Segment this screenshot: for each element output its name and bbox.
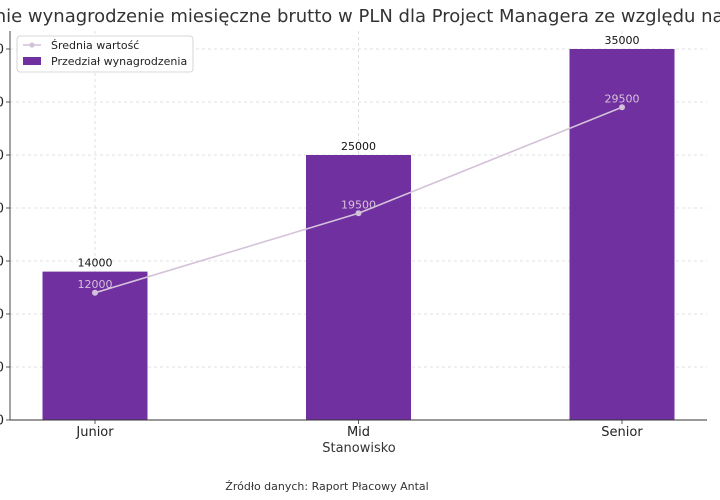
legend-bar-swatch: [23, 57, 41, 65]
average-value-label: 29500: [605, 92, 640, 105]
bar-mid: [306, 155, 411, 420]
y-tick-label: 35000: [0, 43, 4, 58]
legend-entry-range: Przedział wynagrodzenia: [51, 55, 187, 68]
x-tick-label: Senior: [601, 425, 643, 440]
y-tick-label: 5000: [0, 361, 4, 376]
y-tick-label: 15000: [0, 255, 4, 270]
axes: 0 5000 10000 15000 20000 25000 30000 35000 Junio…: [0, 31, 707, 440]
average-value-label: 12000: [78, 278, 113, 291]
bar-senior: [569, 49, 675, 420]
y-tick-label: 25000: [0, 149, 4, 164]
legend: Średnia wartość Przedział wynagrodzenia: [16, 35, 194, 73]
x-tick-label: Junior: [75, 425, 114, 440]
legend-box: [16, 35, 194, 73]
y-tick-label: 10000: [0, 308, 4, 323]
bar-value-label: 35000: [605, 34, 640, 47]
y-tick-label: 0: [0, 414, 4, 429]
data-labels: 14000 25000 35000 12000 19500 29500: [78, 34, 640, 291]
bar-junior: [42, 271, 148, 420]
average-point: [92, 289, 98, 296]
average-line: [92, 104, 625, 296]
x-axis-label: Stanowisko: [322, 441, 396, 456]
average-value-label: 19500: [341, 198, 376, 211]
y-tick-label: 30000: [0, 96, 4, 111]
average-point: [619, 104, 625, 111]
bar-value-label: 14000: [78, 257, 113, 270]
y-tick-label: 20000: [0, 202, 4, 217]
legend-line-marker: [29, 42, 35, 48]
bar-value-label: 25000: [341, 140, 376, 153]
legend-entry-average: Średnia wartość: [51, 39, 139, 52]
chart-title: Średnie wynagrodzenie miesięczne brutto …: [0, 5, 720, 27]
source-note: Źródło danych: Raport Płacowy Antal: [225, 480, 428, 493]
average-point: [355, 210, 362, 217]
x-tick-label: Mid: [347, 425, 370, 440]
